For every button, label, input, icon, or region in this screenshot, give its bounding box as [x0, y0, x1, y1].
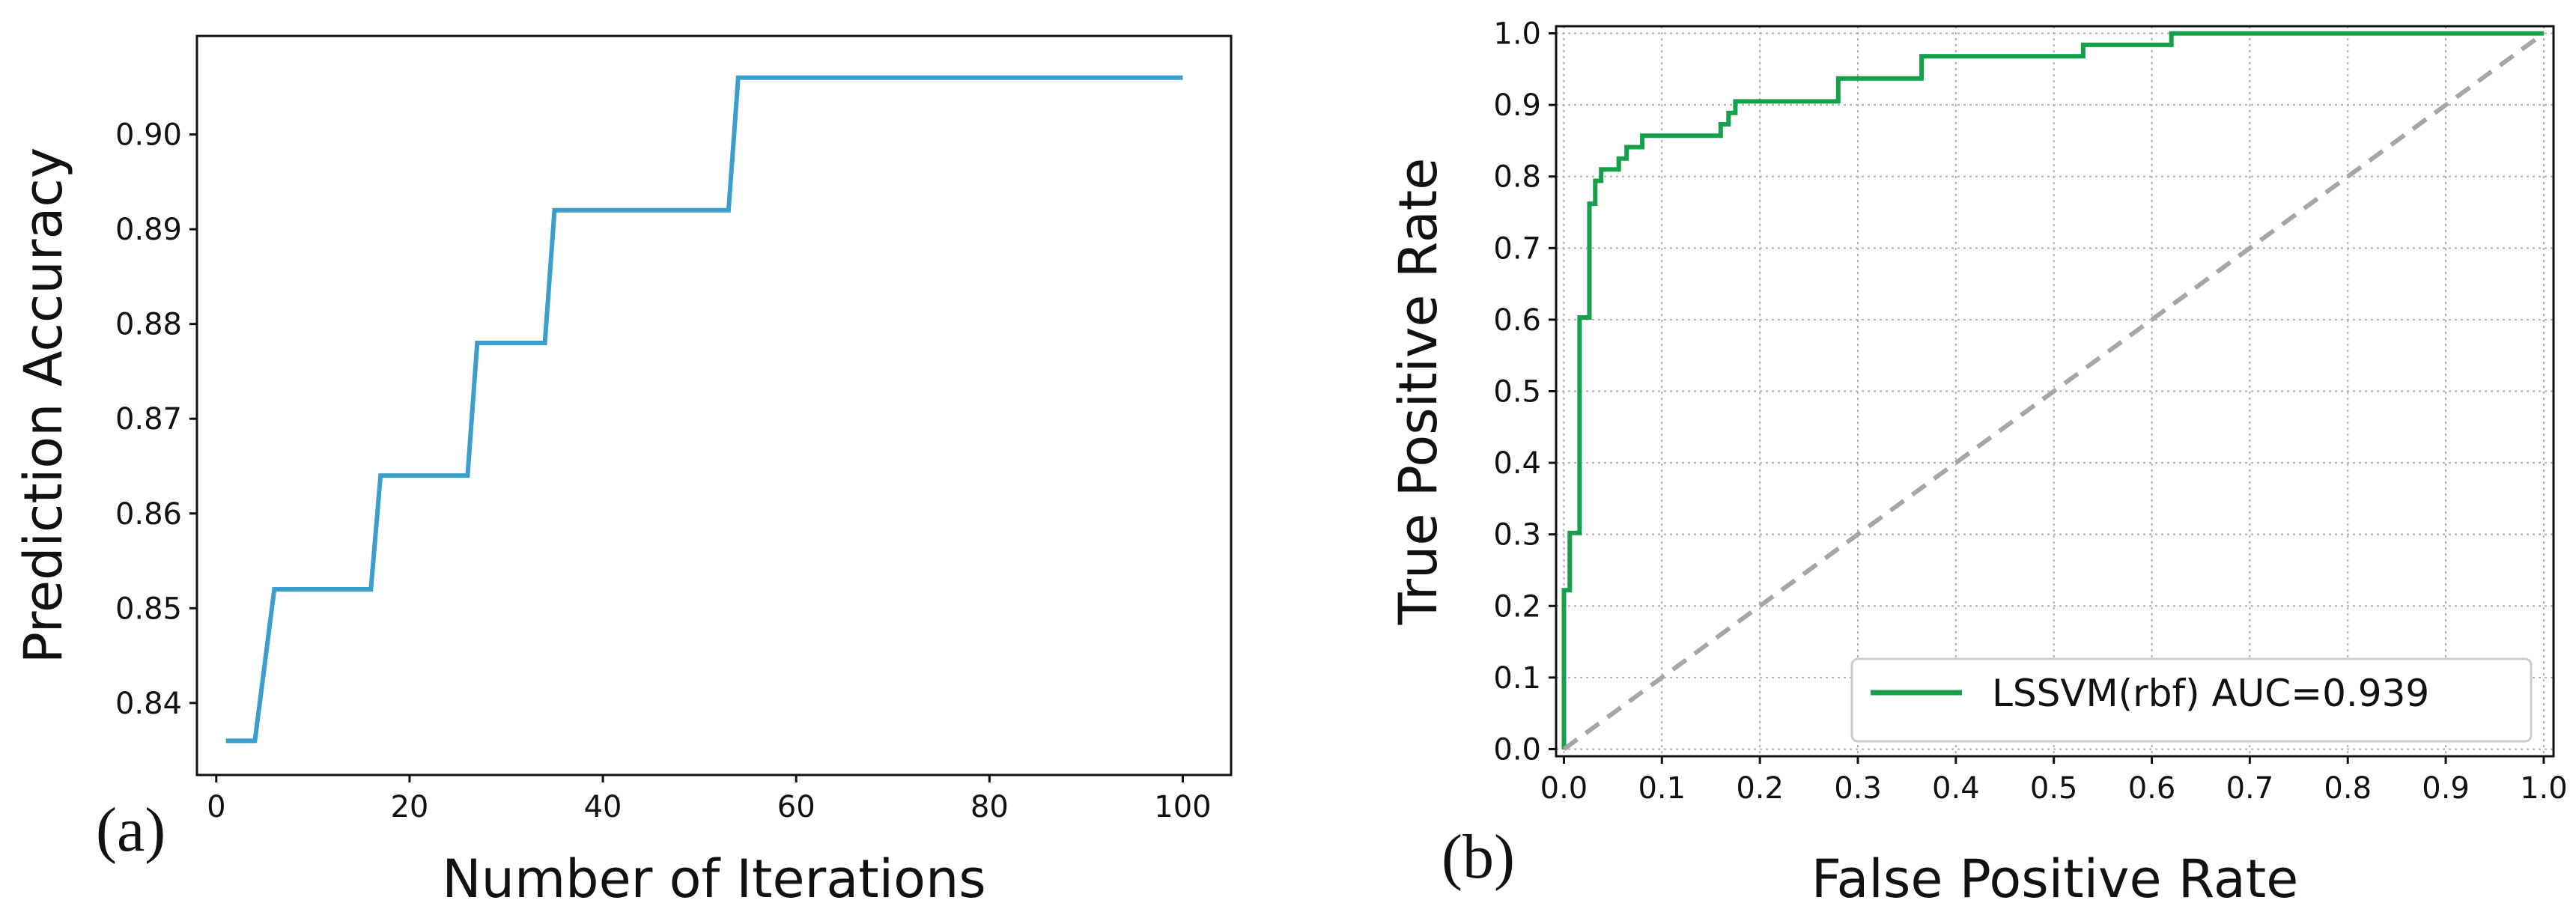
x-tick-label: 0.3: [1834, 771, 1882, 806]
y-tick-label: 0.5: [1493, 375, 1541, 410]
chart-b-panel-label: (b): [1442, 822, 1515, 892]
x-tick-label: 0.4: [1932, 771, 1980, 806]
x-tick-label: 0.1: [1638, 771, 1686, 806]
series-line-chance: [1562, 31, 2545, 751]
x-tick-label: 40: [584, 790, 622, 824]
y-tick-label: 0.2: [1493, 589, 1541, 624]
chart-a: 0 20 40 60 80 100 0.84 0.85 0.86 0.87 0.88 0.89 0.90…: [13, 34, 1233, 910]
x-tick-label: 0.5: [2030, 771, 2078, 806]
x-tick-label: 80: [970, 790, 1009, 824]
x-tick-label: 60: [777, 790, 815, 824]
series-line-0: [225, 75, 1183, 744]
y-tick-label: 0.88: [115, 308, 182, 342]
y-tick-label: 0.7: [1493, 231, 1541, 266]
chart-a-y-axis-label: Prediction Accuracy: [13, 148, 74, 664]
chart-b: 0.0 0.1 0.2 0.3 0.4 0.5 0.6 0.7 0.8 0.9 1.0 0.0 0.1 0…: [1388, 17, 2568, 910]
y-tick-label: 0.84: [115, 687, 182, 721]
y-tick-label: 0.9: [1493, 88, 1541, 123]
x-tick-label: 0.2: [1736, 771, 1784, 806]
chart-b-lines: [1561, 31, 2545, 751]
x-tick-label: 20: [390, 790, 428, 824]
chart-a-ticks: 0 20 40 60 80 100 0.84 0.85 0.86 0.87 0.88 0.89 0.90: [115, 118, 1212, 824]
y-tick-label: 0.6: [1493, 303, 1541, 338]
chart-b-grid: [1556, 26, 2554, 756]
chart-b-x-axis-label: False Positive Rate: [1811, 848, 2299, 910]
chart-a-panel-label: (a): [96, 795, 165, 865]
chart-a-x-axis-label: Number of Iterations: [442, 848, 986, 910]
x-tick-label: 0.8: [2324, 771, 2372, 806]
chart-b-legend: LSSVM(rbf) AUC=0.939: [1850, 657, 2533, 743]
y-tick-label: 0.3: [1493, 518, 1541, 553]
y-tick-label: 0.89: [115, 213, 182, 247]
x-tick-label: 1.0: [2520, 771, 2568, 806]
y-tick-label: 0.86: [115, 497, 182, 532]
chart-a-axes-frame: [195, 34, 1233, 776]
y-tick-label: 0.85: [115, 592, 182, 626]
x-tick-label: 0.9: [2422, 771, 2470, 806]
chart-b-ticks: 0.0 0.1 0.2 0.3 0.4 0.5 0.6 0.7 0.8 0.9 1.0 0.0 0.1 0…: [1493, 17, 2567, 806]
x-tick-label: 0: [207, 790, 225, 824]
series-line-0: [1561, 31, 2544, 750]
y-tick-label: 0.90: [115, 118, 182, 153]
x-tick-label: 100: [1154, 790, 1211, 824]
y-tick-label: 0.87: [115, 402, 182, 437]
y-tick-label: 1.0: [1493, 17, 1541, 52]
chart-b-legend-box: [1850, 657, 2533, 743]
chart-b-y-axis-label: True Positive Rate: [1388, 158, 1449, 626]
y-tick-label: 0.1: [1493, 661, 1541, 696]
y-tick-label: 0.0: [1493, 732, 1541, 767]
y-tick-label: 0.8: [1493, 160, 1541, 195]
x-tick-label: 0.7: [2226, 771, 2274, 806]
y-tick-label: 0.4: [1493, 446, 1541, 481]
x-tick-label: 0.6: [2128, 771, 2176, 806]
chart-b-legend-label: LSSVM(rbf) AUC=0.939: [1992, 672, 2429, 715]
chart-a-lines: [225, 75, 1183, 744]
x-tick-label: 0.0: [1540, 771, 1588, 806]
